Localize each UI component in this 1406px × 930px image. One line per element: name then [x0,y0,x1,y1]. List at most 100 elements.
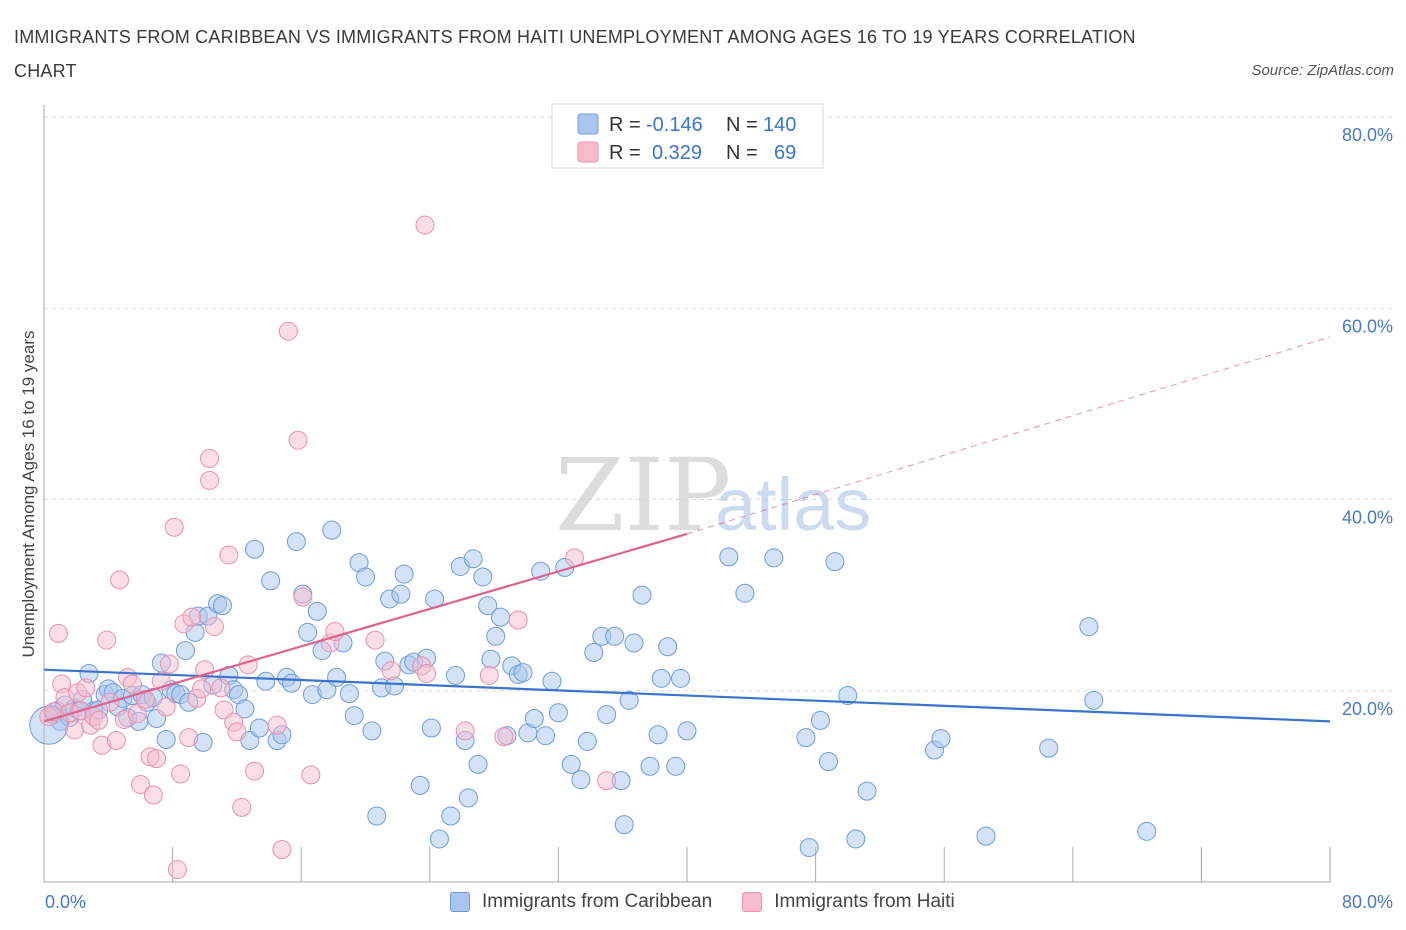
watermark: ZIP atlas [555,437,871,554]
tick-labels: 20.0% 40.0% 60.0% 80.0% 0.0% 80.0% [45,125,1393,912]
data-point-haiti [110,570,130,590]
y-tick-label: 80.0% [1342,125,1393,145]
data-point-caribbean [367,806,387,826]
data-point-haiti [267,715,287,735]
data-point-caribbean [362,721,382,741]
data-point-haiti [130,774,150,794]
legend-swatch-caribbean [577,113,599,135]
data-point-haiti [365,630,385,650]
chart-title: IMMIGRANTS FROM CARIBBEAN VS IMMIGRANTS … [14,27,1136,81]
legend-r-label: R = [609,142,641,164]
y-tick-label: 20.0% [1342,699,1393,719]
data-point-haiti [200,448,220,468]
data-point-caribbean [658,637,678,657]
chart-source: Source: ZipAtlas.com [1251,62,1394,79]
data-point-caribbean [651,668,671,688]
data-point-caribbean [286,532,306,552]
data-point-caribbean [478,596,498,616]
data-point-haiti [204,617,224,637]
data-point-haiti [232,797,252,817]
data-point-haiti [89,710,109,730]
data-point-caribbean [719,547,739,567]
data-point-haiti [227,722,247,742]
data-point-caribbean [846,829,866,849]
data-point-haiti [135,689,155,709]
data-point-caribbean [648,725,668,745]
data-point-caribbean [584,643,604,662]
data-point-haiti [494,727,514,747]
data-point-caribbean [298,622,318,642]
legend-swatch-haiti [742,892,763,912]
data-point-caribbean [344,706,364,726]
trend-line-haiti-extension [686,336,1331,535]
data-point-caribbean [282,673,302,693]
data-point-caribbean [307,601,327,621]
data-point-caribbean [513,663,533,683]
data-point-haiti [508,610,528,630]
data-point-caribbean [619,690,639,710]
legend-n-value: 69 [774,142,796,164]
legend-swatch-caribbean [450,892,470,912]
data-point-caribbean [597,705,617,725]
legend-item-caribbean: Immigrants from Caribbean [450,891,712,913]
data-point-caribbean [327,667,347,687]
data-point-haiti [179,728,199,748]
data-point-haiti [381,661,401,681]
data-point-caribbean [256,671,276,691]
data-point-haiti [245,761,265,781]
data-point-caribbean [356,567,375,587]
data-point-caribbean [394,564,414,584]
legend-item-haiti: Immigrants from Haiti [742,891,955,913]
data-point-caribbean [666,756,686,776]
data-point-caribbean [671,668,691,688]
data-point-haiti [278,321,298,341]
data-point-caribbean [486,626,506,646]
legend-r-value: 0.329 [652,142,702,164]
data-point-caribbean [446,665,466,685]
data-point-haiti [171,764,191,784]
data-point-caribbean [542,671,562,691]
data-point-caribbean [810,710,830,730]
data-point-haiti [272,839,292,859]
legend-label-haiti: Immigrants from Haiti [774,891,955,912]
data-point-haiti [288,430,308,450]
data-point-haiti [156,697,176,717]
data-point-caribbean [421,718,441,738]
data-point-caribbean [441,806,461,826]
data-point-haiti [182,607,202,627]
data-point-caribbean [473,567,493,587]
data-point-caribbean [931,729,951,749]
data-point-caribbean [322,520,342,540]
data-point-caribbean [212,596,232,616]
legend-r-value: -0.146 [646,114,703,136]
data-point-haiti [106,730,126,750]
data-point-caribbean [577,731,597,751]
data-point-caribbean [764,548,784,568]
data-point-caribbean [391,584,411,604]
stats-legend: R = -0.146 N = 140 R = 0.329 N = 69 [551,103,824,169]
data-point-haiti [48,623,68,643]
data-point-caribbean [481,649,501,669]
data-point-haiti [76,678,96,698]
x-tick-label: 80.0% [1342,892,1393,912]
data-point-caribbean [838,686,858,706]
data-point-haiti [455,721,475,741]
grid-lines [44,116,1392,692]
legend-r-label: R = [609,114,641,136]
data-point-haiti [65,720,85,740]
data-point-caribbean [156,730,176,750]
data-point-haiti [167,860,187,880]
data-point-caribbean [1039,738,1059,758]
data-point-haiti [219,545,239,565]
data-point-haiti [200,470,220,490]
data-point-caribbean [735,583,755,603]
data-point-haiti [97,630,117,650]
data-point-caribbean [624,633,644,653]
data-point-caribbean [640,756,660,776]
trend-line-haiti [43,532,688,723]
data-point-caribbean [561,754,581,774]
data-point-caribbean [605,626,625,646]
data-point-haiti [238,655,258,675]
y-tick-label: 40.0% [1342,508,1393,528]
